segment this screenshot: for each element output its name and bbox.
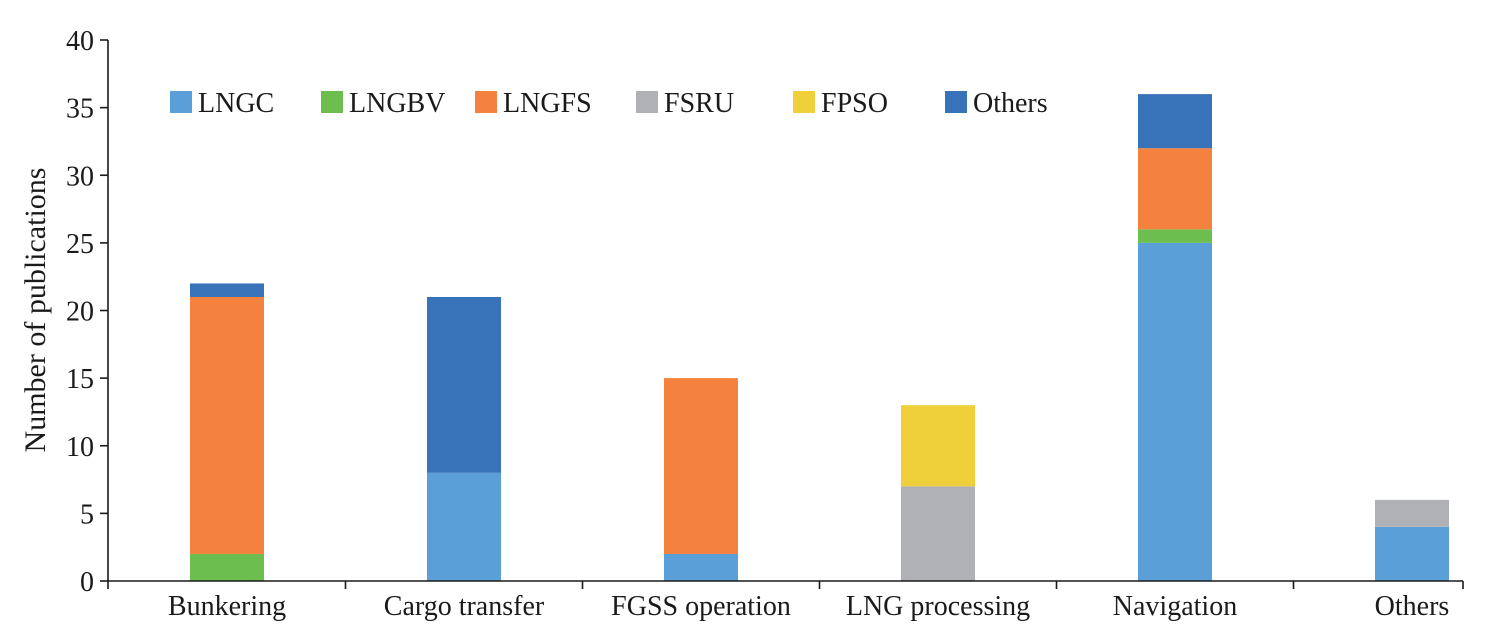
x-category-labels: Bunkering Cargo transfer FGSS operation LNG… bbox=[107, 581, 1464, 622]
bar-segment bbox=[427, 296, 501, 473]
legend-label: FPSO bbox=[821, 88, 888, 119]
bar-segment bbox=[190, 296, 264, 554]
y-tick-label: 25 bbox=[66, 229, 94, 260]
y-tick-label: 20 bbox=[66, 297, 94, 328]
legend-swatch bbox=[170, 91, 192, 113]
axes-layer bbox=[107, 40, 1463, 582]
legend-label: LNGC bbox=[198, 88, 274, 119]
y-ticks: 0 5 10 15 20 25 30 35 40 bbox=[66, 26, 108, 598]
y-tick-label: 30 bbox=[66, 161, 94, 192]
legend: LNGC LNGBV LNGFS FSRU FPSO Others bbox=[170, 88, 1048, 119]
bar-segment bbox=[901, 486, 975, 581]
legend-label: Others bbox=[973, 88, 1048, 119]
x-category-label: Navigation bbox=[1113, 591, 1237, 622]
legend-swatch bbox=[793, 91, 815, 113]
bar-segment bbox=[1375, 499, 1449, 527]
legend-swatch bbox=[945, 91, 967, 113]
y-tick-label: 10 bbox=[66, 432, 94, 463]
bar-segment bbox=[190, 283, 264, 297]
bar-segment bbox=[1138, 229, 1212, 243]
bar-segment bbox=[1138, 242, 1212, 581]
y-axis-title: Number of publications bbox=[19, 168, 52, 453]
x-category-label: LNG processing bbox=[846, 591, 1030, 622]
bar-segment bbox=[190, 553, 264, 581]
bar-segment bbox=[427, 472, 501, 581]
legend-swatch bbox=[475, 91, 497, 113]
x-category-label: Bunkering bbox=[168, 591, 286, 622]
bars-layer bbox=[190, 94, 1449, 581]
x-category-label: Cargo transfer bbox=[384, 591, 545, 622]
y-tick-label: 15 bbox=[66, 364, 94, 395]
legend-swatch bbox=[321, 91, 343, 113]
legend-swatch bbox=[636, 91, 658, 113]
bar-segment bbox=[664, 378, 738, 554]
bar-segment bbox=[1138, 148, 1212, 230]
bar-segment bbox=[1375, 526, 1449, 581]
legend-label: FSRU bbox=[664, 88, 734, 119]
bar-segment bbox=[1138, 94, 1212, 149]
y-tick-label: 40 bbox=[66, 26, 94, 57]
x-category-label: FGSS operation bbox=[611, 591, 791, 622]
y-tick-label: 5 bbox=[80, 499, 94, 530]
legend-label: LNGBV bbox=[349, 88, 445, 119]
bar-segment bbox=[901, 405, 975, 487]
y-tick-label: 0 bbox=[80, 567, 94, 598]
y-tick-label: 35 bbox=[66, 94, 94, 125]
bar-segment bbox=[664, 553, 738, 581]
x-category-label: Others bbox=[1375, 591, 1450, 622]
legend-label: LNGFS bbox=[503, 88, 592, 119]
